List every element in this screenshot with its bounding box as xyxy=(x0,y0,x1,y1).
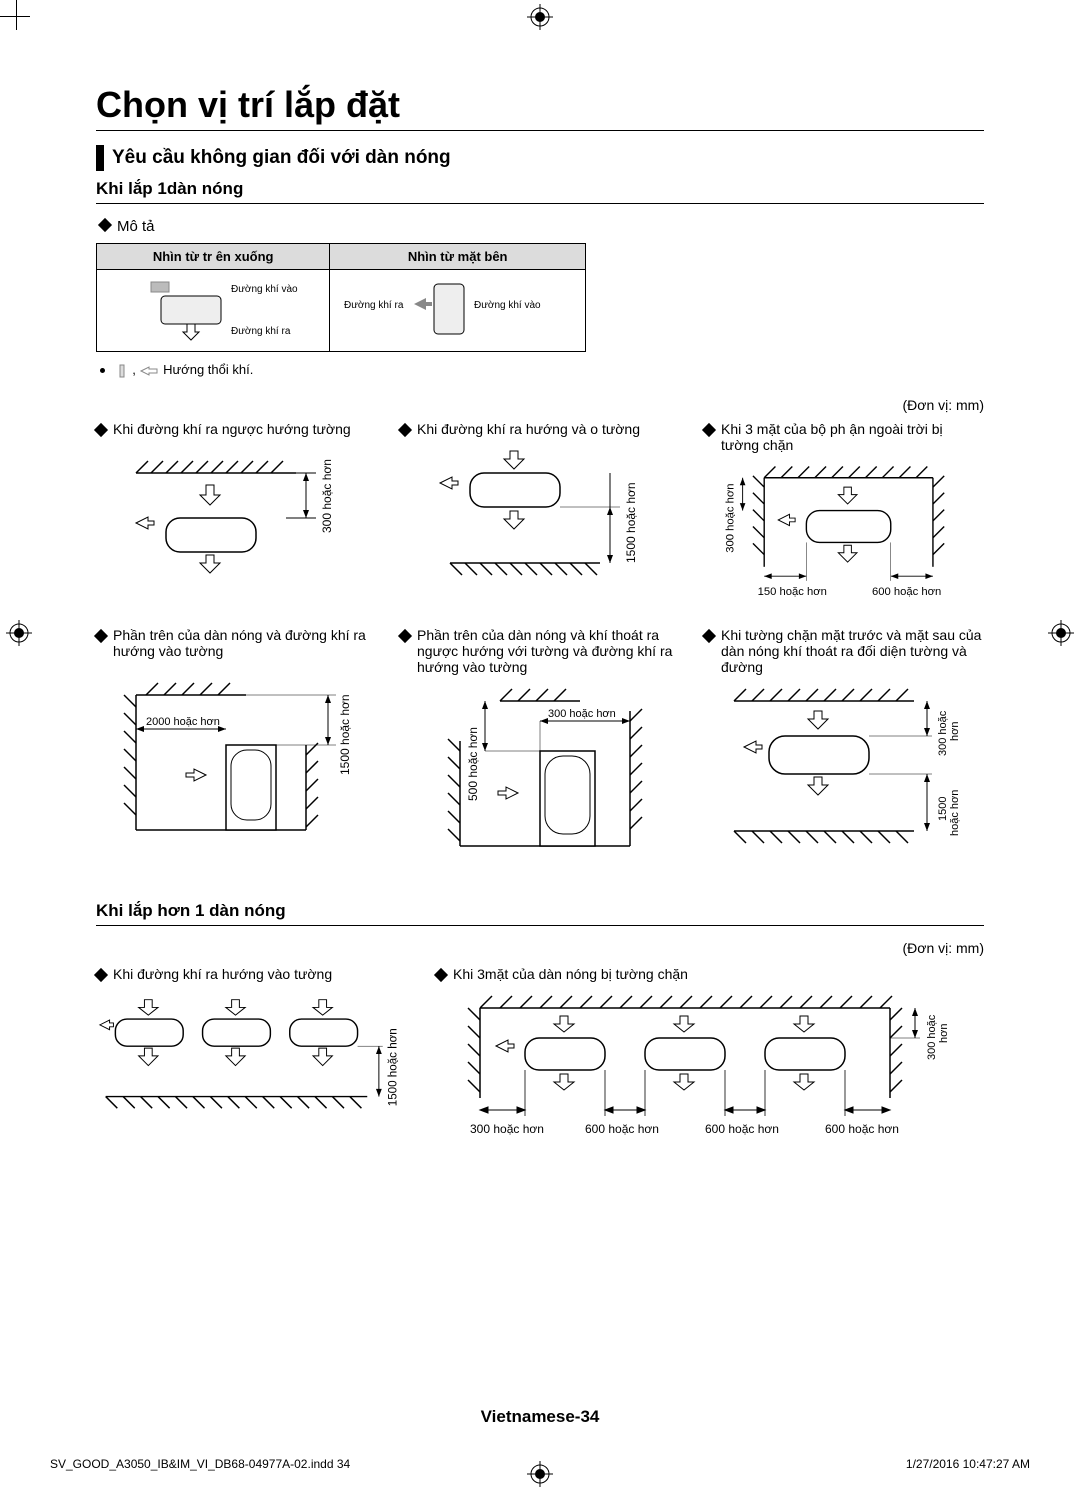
air-out-label: Đường khí ra xyxy=(231,326,291,337)
case-title: Khi tường chặn mặt trước và mặt sau của … xyxy=(704,627,984,675)
diagram-c6: 300 hoặc hơn 1500 hoặc hơn xyxy=(704,681,984,861)
diagram-c4: 2000 hoặc hơn 1500 hoặc hơn xyxy=(96,665,376,845)
page-number: Vietnamese-34 xyxy=(0,1407,1080,1427)
dim-label: 600 hoặc hơn xyxy=(825,1122,899,1136)
table-header: Nhìn từ mặt bên xyxy=(330,244,586,270)
unit-label: (Đơn vị: mm) xyxy=(96,940,984,956)
dim-label: 2000 hoặc hơn xyxy=(146,716,220,728)
section-marker xyxy=(96,145,104,171)
dim-label: hoặc hơn xyxy=(949,789,961,835)
diagram-m2: 300 hoặc hơn 600 hoặc hơn 600 hoặc hơn 6… xyxy=(436,988,984,1158)
case-title: Khi đường khí ra ngược hướng tường xyxy=(96,421,376,437)
dim-label: 600 hoặc hơn xyxy=(872,586,941,598)
dim-label: 300 hoặc hơn xyxy=(320,459,334,533)
table-header: Nhìn từ tr ên xuống xyxy=(97,244,330,270)
table-cell-side-view: Đường khí ra Đường khí vào xyxy=(330,270,586,352)
case-title: Khi đường khí ra hướng và o tường xyxy=(400,421,680,437)
dim-label: 300 hoặc xyxy=(926,1014,938,1060)
dim-label: 300 hoặc hơn xyxy=(724,483,736,552)
dim-label: 1500 xyxy=(937,796,949,820)
dim-label: 1500 hoặc hơn xyxy=(624,482,638,563)
dim-label: 150 hoặc hơn xyxy=(758,586,827,598)
dim-label: 300 hoặc xyxy=(937,710,949,756)
dim-label: 300 hoặc hơn xyxy=(548,708,616,720)
case-title: Khi 3 mặt của bộ ph ận ngoài trời bị tườ… xyxy=(704,421,984,453)
table-cell-top-view: Đường khí vào Đường khí ra xyxy=(97,270,330,352)
dim-label: 500 hoặc hơn xyxy=(466,727,480,801)
air-in-label: Đường khí vào xyxy=(474,300,541,311)
section-title: Yêu cầu không gian đối với dàn nóng xyxy=(112,147,451,169)
dim-label: hơn xyxy=(949,721,961,740)
air-out-label: Đường khí ra xyxy=(344,300,404,311)
description-label: Mô tả xyxy=(100,218,984,235)
page-title: Chọn vị trí lắp đặt xyxy=(96,84,984,131)
diagram-c5: 500 hoặc hơn 300 hoặc hơn xyxy=(400,681,680,861)
dim-label: 600 hoặc hơn xyxy=(585,1122,659,1136)
timestamp: 1/27/2016 10:47:27 AM xyxy=(906,1457,1030,1471)
subsection-title: Khi lắp hơn 1 dàn nóng xyxy=(96,901,984,926)
case-title: Phần trên của dàn nóng và đường khí ra h… xyxy=(96,627,376,659)
dim-label: 1500 hoặc hơn xyxy=(386,1028,399,1106)
diagram-c2: 1500 hoặc hơn xyxy=(400,443,680,593)
crop-mark xyxy=(0,16,30,17)
diagram-c1: 300 hoặc hơn xyxy=(96,443,376,593)
subsection-title: Khi lắp 1dàn nóng xyxy=(96,179,984,204)
registration-mark-icon xyxy=(527,4,553,30)
dim-label: 1500 hoặc hơn xyxy=(338,694,352,775)
air-direction-table: Nhìn từ tr ên xuống Nhìn từ mặt bên Đườn… xyxy=(96,243,586,352)
dim-label: 600 hoặc hơn xyxy=(705,1122,779,1136)
case-title: Phần trên của dàn nóng và khí thoát ra n… xyxy=(400,627,680,675)
case-title: Khi 3mặt của dàn nóng bị tường chặn xyxy=(436,966,984,982)
registration-mark-icon xyxy=(1048,620,1074,646)
air-in-label: Đường khí vào xyxy=(231,284,298,295)
diagram-m1: 1500 hoặc hơn xyxy=(96,988,406,1138)
unit-label: (Đơn vị: mm) xyxy=(96,397,984,413)
dim-label: 300 hoặc hơn xyxy=(470,1122,544,1136)
file-path: SV_GOOD_A3050_IB&IM_VI_DB68-04977A-02.in… xyxy=(50,1457,350,1471)
case-title: Khi đường khí ra hướng vào tường xyxy=(96,966,406,982)
registration-mark-icon xyxy=(6,620,32,646)
dim-label: hơn xyxy=(938,1023,950,1042)
diagram-c3: 300 hoặc hơn 150 hoặc hơn 600 hoặc hơn xyxy=(704,459,984,609)
crop-mark xyxy=(16,0,17,30)
legend: , Hướng thổi khí. xyxy=(100,362,984,379)
